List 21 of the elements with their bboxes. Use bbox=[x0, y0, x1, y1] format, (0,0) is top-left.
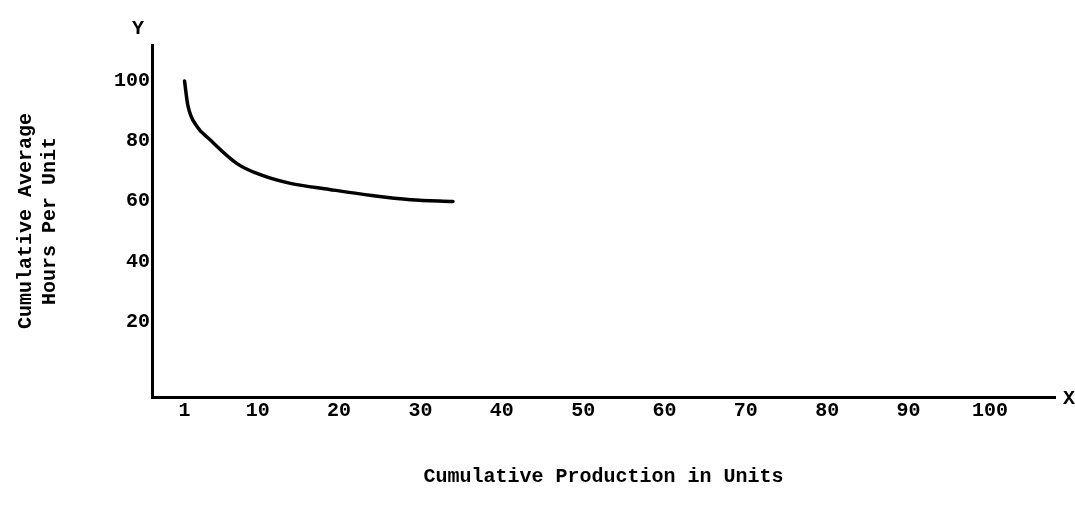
line-series bbox=[182, 79, 455, 204]
x-tick-label: 80 bbox=[815, 399, 840, 423]
x-tick-label: 30 bbox=[408, 399, 433, 423]
text: Y bbox=[132, 17, 145, 41]
y-tick-label: 40 bbox=[125, 249, 151, 273]
x-tick-label: 60 bbox=[652, 399, 677, 423]
x-axis-title: Cumulative Production in Units bbox=[423, 465, 784, 489]
y-axis-title: Cumulative Average Hours Per Unit bbox=[14, 112, 62, 330]
x-tick-label: 70 bbox=[733, 399, 758, 423]
y-tick-label: 80 bbox=[125, 129, 151, 153]
y-tick-label: 60 bbox=[125, 189, 151, 213]
x-tick-label: 10 bbox=[245, 399, 270, 423]
x-tick-label: 50 bbox=[571, 399, 596, 423]
y-tick-label: 20 bbox=[125, 309, 151, 333]
x-tick-label: 1 bbox=[178, 399, 191, 423]
x-tick-label: 100 bbox=[971, 399, 1008, 423]
text: X bbox=[1062, 387, 1075, 411]
x-tick-label: 20 bbox=[327, 399, 352, 423]
x-tick-label: 90 bbox=[896, 399, 921, 423]
y-tick-label: 100 bbox=[113, 69, 151, 93]
x-tick-label: 40 bbox=[489, 399, 514, 423]
